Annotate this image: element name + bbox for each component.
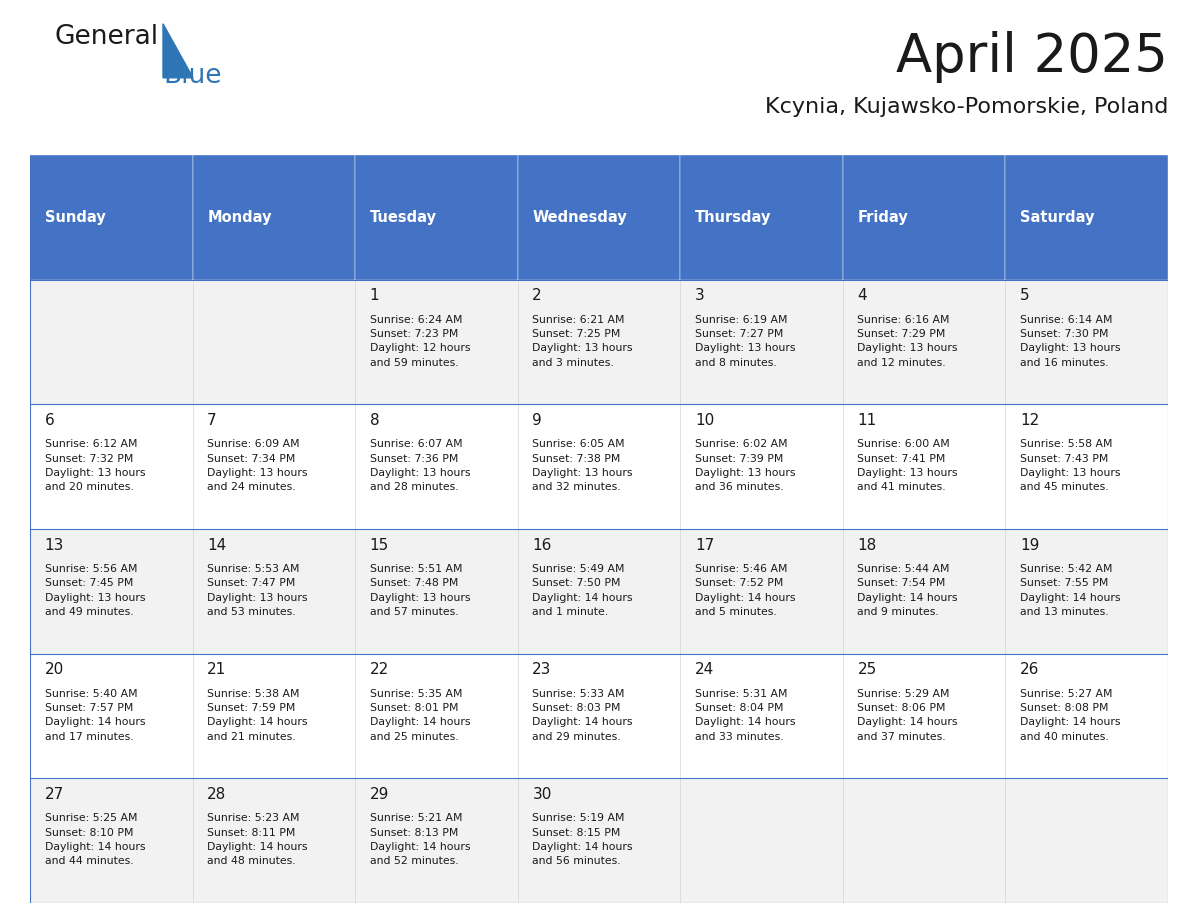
Text: 30: 30 (532, 787, 551, 802)
Bar (30, 778, 1168, 903)
Text: Tuesday: Tuesday (369, 210, 437, 225)
Text: 22: 22 (369, 663, 388, 677)
Text: Sunrise: 5:29 AM
Sunset: 8:06 PM
Daylight: 14 hours
and 37 minutes.: Sunrise: 5:29 AM Sunset: 8:06 PM Dayligh… (858, 688, 958, 742)
Text: Sunrise: 5:31 AM
Sunset: 8:04 PM
Daylight: 14 hours
and 33 minutes.: Sunrise: 5:31 AM Sunset: 8:04 PM Dayligh… (695, 688, 796, 742)
Text: Sunrise: 6:00 AM
Sunset: 7:41 PM
Daylight: 13 hours
and 41 minutes.: Sunrise: 6:00 AM Sunset: 7:41 PM Dayligh… (858, 439, 958, 492)
Text: Sunrise: 5:38 AM
Sunset: 7:59 PM
Daylight: 14 hours
and 21 minutes.: Sunrise: 5:38 AM Sunset: 7:59 PM Dayligh… (207, 688, 308, 742)
Text: Sunrise: 5:35 AM
Sunset: 8:01 PM
Daylight: 14 hours
and 25 minutes.: Sunrise: 5:35 AM Sunset: 8:01 PM Dayligh… (369, 688, 470, 742)
Text: Sunrise: 6:09 AM
Sunset: 7:34 PM
Daylight: 13 hours
and 24 minutes.: Sunrise: 6:09 AM Sunset: 7:34 PM Dayligh… (207, 439, 308, 492)
Bar (30, 654, 1168, 778)
Text: Blue: Blue (163, 63, 221, 89)
Text: Sunday: Sunday (45, 210, 106, 225)
Text: Sunrise: 5:19 AM
Sunset: 8:15 PM
Daylight: 14 hours
and 56 minutes.: Sunrise: 5:19 AM Sunset: 8:15 PM Dayligh… (532, 813, 633, 867)
Text: Sunrise: 6:05 AM
Sunset: 7:38 PM
Daylight: 13 hours
and 32 minutes.: Sunrise: 6:05 AM Sunset: 7:38 PM Dayligh… (532, 439, 633, 492)
Text: 7: 7 (207, 413, 217, 428)
Text: Sunrise: 6:16 AM
Sunset: 7:29 PM
Daylight: 13 hours
and 12 minutes.: Sunrise: 6:16 AM Sunset: 7:29 PM Dayligh… (858, 315, 958, 368)
Text: Sunrise: 5:58 AM
Sunset: 7:43 PM
Daylight: 13 hours
and 45 minutes.: Sunrise: 5:58 AM Sunset: 7:43 PM Dayligh… (1020, 439, 1120, 492)
Text: 4: 4 (858, 288, 867, 303)
Text: 29: 29 (369, 787, 390, 802)
Bar (355, 155, 518, 280)
Bar (518, 155, 681, 280)
Text: Sunrise: 5:40 AM
Sunset: 7:57 PM
Daylight: 14 hours
and 17 minutes.: Sunrise: 5:40 AM Sunset: 7:57 PM Dayligh… (45, 688, 145, 742)
Text: Sunrise: 5:27 AM
Sunset: 8:08 PM
Daylight: 14 hours
and 40 minutes.: Sunrise: 5:27 AM Sunset: 8:08 PM Dayligh… (1020, 688, 1120, 742)
Text: 15: 15 (369, 538, 388, 553)
Text: 28: 28 (207, 787, 227, 802)
Bar (842, 155, 1005, 280)
Text: 20: 20 (45, 663, 64, 677)
Text: April 2025: April 2025 (896, 31, 1168, 83)
Text: Sunrise: 6:02 AM
Sunset: 7:39 PM
Daylight: 13 hours
and 36 minutes.: Sunrise: 6:02 AM Sunset: 7:39 PM Dayligh… (695, 439, 796, 492)
Text: 18: 18 (858, 538, 877, 553)
Text: 19: 19 (1020, 538, 1040, 553)
Bar (30, 404, 1168, 529)
Text: Thursday: Thursday (695, 210, 771, 225)
Text: 25: 25 (858, 663, 877, 677)
Text: 23: 23 (532, 663, 551, 677)
Text: 6: 6 (45, 413, 55, 428)
Text: 5: 5 (1020, 288, 1030, 303)
Text: Sunrise: 6:24 AM
Sunset: 7:23 PM
Daylight: 12 hours
and 59 minutes.: Sunrise: 6:24 AM Sunset: 7:23 PM Dayligh… (369, 315, 470, 368)
Text: 13: 13 (45, 538, 64, 553)
Text: Sunrise: 5:53 AM
Sunset: 7:47 PM
Daylight: 13 hours
and 53 minutes.: Sunrise: 5:53 AM Sunset: 7:47 PM Dayligh… (207, 564, 308, 617)
Text: Sunrise: 5:51 AM
Sunset: 7:48 PM
Daylight: 13 hours
and 57 minutes.: Sunrise: 5:51 AM Sunset: 7:48 PM Dayligh… (369, 564, 470, 617)
Text: Sunrise: 5:46 AM
Sunset: 7:52 PM
Daylight: 14 hours
and 5 minutes.: Sunrise: 5:46 AM Sunset: 7:52 PM Dayligh… (695, 564, 796, 617)
Text: Sunrise: 5:21 AM
Sunset: 8:13 PM
Daylight: 14 hours
and 52 minutes.: Sunrise: 5:21 AM Sunset: 8:13 PM Dayligh… (369, 813, 470, 867)
Polygon shape (163, 24, 192, 78)
Text: 12: 12 (1020, 413, 1040, 428)
Text: Sunrise: 5:56 AM
Sunset: 7:45 PM
Daylight: 13 hours
and 49 minutes.: Sunrise: 5:56 AM Sunset: 7:45 PM Dayligh… (45, 564, 145, 617)
Text: Sunrise: 5:44 AM
Sunset: 7:54 PM
Daylight: 14 hours
and 9 minutes.: Sunrise: 5:44 AM Sunset: 7:54 PM Dayligh… (858, 564, 958, 617)
Text: Kcynia, Kujawsko-Pomorskie, Poland: Kcynia, Kujawsko-Pomorskie, Poland (765, 96, 1168, 117)
Text: Sunrise: 6:19 AM
Sunset: 7:27 PM
Daylight: 13 hours
and 8 minutes.: Sunrise: 6:19 AM Sunset: 7:27 PM Dayligh… (695, 315, 796, 368)
Text: Saturday: Saturday (1020, 210, 1094, 225)
Text: 27: 27 (45, 787, 64, 802)
Bar (30, 280, 1168, 404)
Text: Sunrise: 6:21 AM
Sunset: 7:25 PM
Daylight: 13 hours
and 3 minutes.: Sunrise: 6:21 AM Sunset: 7:25 PM Dayligh… (532, 315, 633, 368)
Bar (30, 529, 1168, 654)
Text: Sunrise: 5:42 AM
Sunset: 7:55 PM
Daylight: 14 hours
and 13 minutes.: Sunrise: 5:42 AM Sunset: 7:55 PM Dayligh… (1020, 564, 1120, 617)
Text: Sunrise: 6:14 AM
Sunset: 7:30 PM
Daylight: 13 hours
and 16 minutes.: Sunrise: 6:14 AM Sunset: 7:30 PM Dayligh… (1020, 315, 1120, 368)
Text: 21: 21 (207, 663, 227, 677)
Text: Sunrise: 6:07 AM
Sunset: 7:36 PM
Daylight: 13 hours
and 28 minutes.: Sunrise: 6:07 AM Sunset: 7:36 PM Dayligh… (369, 439, 470, 492)
Text: Wednesday: Wednesday (532, 210, 627, 225)
Text: 11: 11 (858, 413, 877, 428)
Text: 8: 8 (369, 413, 379, 428)
Text: Sunrise: 6:12 AM
Sunset: 7:32 PM
Daylight: 13 hours
and 20 minutes.: Sunrise: 6:12 AM Sunset: 7:32 PM Dayligh… (45, 439, 145, 492)
Text: 10: 10 (695, 413, 714, 428)
Text: Sunrise: 5:25 AM
Sunset: 8:10 PM
Daylight: 14 hours
and 44 minutes.: Sunrise: 5:25 AM Sunset: 8:10 PM Dayligh… (45, 813, 145, 867)
Bar (30, 155, 192, 280)
Bar (192, 155, 355, 280)
Text: Sunrise: 5:33 AM
Sunset: 8:03 PM
Daylight: 14 hours
and 29 minutes.: Sunrise: 5:33 AM Sunset: 8:03 PM Dayligh… (532, 688, 633, 742)
Text: Friday: Friday (858, 210, 909, 225)
Text: Sunrise: 5:23 AM
Sunset: 8:11 PM
Daylight: 14 hours
and 48 minutes.: Sunrise: 5:23 AM Sunset: 8:11 PM Dayligh… (207, 813, 308, 867)
Text: General: General (55, 24, 159, 50)
Text: 9: 9 (532, 413, 542, 428)
Text: 24: 24 (695, 663, 714, 677)
Text: Sunrise: 5:49 AM
Sunset: 7:50 PM
Daylight: 14 hours
and 1 minute.: Sunrise: 5:49 AM Sunset: 7:50 PM Dayligh… (532, 564, 633, 617)
Bar (681, 155, 842, 280)
Text: 16: 16 (532, 538, 551, 553)
Text: Monday: Monday (207, 210, 272, 225)
Text: 3: 3 (695, 288, 704, 303)
Text: 14: 14 (207, 538, 227, 553)
Text: 26: 26 (1020, 663, 1040, 677)
Text: 1: 1 (369, 288, 379, 303)
Text: 17: 17 (695, 538, 714, 553)
Text: 2: 2 (532, 288, 542, 303)
Bar (1005, 155, 1168, 280)
